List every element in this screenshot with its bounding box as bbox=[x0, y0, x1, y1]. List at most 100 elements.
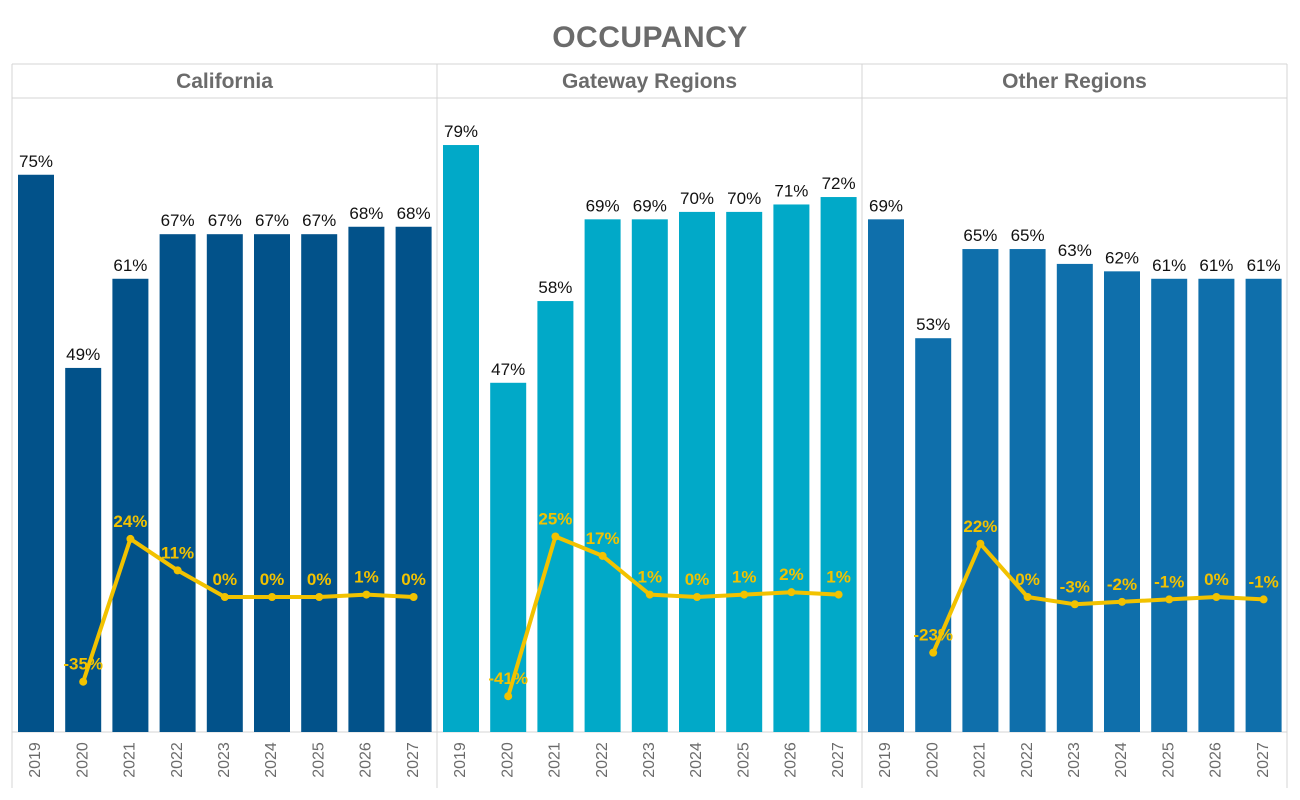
bar-value-label: 61% bbox=[113, 256, 147, 275]
bar-value-label: 63% bbox=[1058, 241, 1092, 260]
panel-title: Gateway Regions bbox=[562, 70, 737, 93]
panel-title: California bbox=[176, 70, 273, 93]
change-label: 0% bbox=[1204, 570, 1229, 589]
bar bbox=[679, 211, 715, 732]
x-tick-label: 2027 bbox=[830, 742, 847, 778]
change-point bbox=[645, 590, 654, 599]
bar bbox=[206, 234, 243, 732]
bar-value-label: 67% bbox=[255, 211, 289, 230]
x-tick-label: 2025 bbox=[735, 742, 752, 778]
change-point bbox=[268, 593, 276, 601]
x-tick-label: 2019 bbox=[877, 742, 894, 778]
bar-value-label: 65% bbox=[963, 226, 997, 245]
x-tick-label: 2019 bbox=[452, 742, 469, 778]
change-point bbox=[693, 593, 701, 601]
change-point bbox=[598, 551, 607, 560]
change-point bbox=[315, 593, 324, 601]
change-label: -23% bbox=[913, 626, 953, 645]
change-label: 25% bbox=[538, 510, 572, 529]
bar-value-label: 75% bbox=[19, 152, 53, 171]
change-label: 1% bbox=[638, 568, 663, 587]
change-label: 0% bbox=[1015, 570, 1040, 589]
x-tick-label: 2021 bbox=[122, 742, 139, 778]
change-point bbox=[504, 692, 513, 701]
x-tick-label: 2026 bbox=[783, 742, 800, 778]
change-line bbox=[931, 541, 1264, 654]
bar-value-label: 62% bbox=[1105, 248, 1139, 267]
change-line bbox=[506, 534, 839, 697]
bar-value-label: 58% bbox=[538, 278, 572, 297]
x-tick-label: 2023 bbox=[216, 742, 233, 778]
change-point bbox=[976, 539, 985, 548]
change-point bbox=[126, 534, 135, 543]
bar-value-label: 69% bbox=[586, 196, 620, 215]
x-tick-label: 2027 bbox=[1255, 742, 1272, 778]
x-tick-label: 2024 bbox=[263, 742, 280, 778]
change-label: -3% bbox=[1060, 577, 1090, 596]
bar bbox=[820, 197, 857, 733]
x-tick-label: 2025 bbox=[1160, 742, 1177, 778]
bar bbox=[1151, 278, 1188, 732]
bar-value-label: 67% bbox=[161, 211, 195, 230]
change-label: 0% bbox=[307, 570, 332, 589]
bar-value-label: 67% bbox=[302, 211, 336, 230]
bar bbox=[1245, 278, 1282, 732]
change-label: 17% bbox=[586, 529, 620, 548]
chart-body: California 75% 2019 49% 2020 61% 2021 67% 2022 67… bbox=[11, 63, 1288, 788]
x-tick-label: 2019 bbox=[27, 742, 44, 778]
bar-value-label: 61% bbox=[1152, 256, 1186, 275]
change-point bbox=[929, 648, 938, 657]
change-label: 0% bbox=[213, 570, 238, 589]
change-point bbox=[551, 532, 560, 541]
change-point bbox=[1212, 593, 1221, 601]
x-tick-label: 2022 bbox=[1019, 742, 1036, 778]
change-label: -1% bbox=[1154, 572, 1184, 591]
panel-1: Gateway Regions 79% 2019 47% 2020 58% 2021 69% 2… bbox=[443, 70, 857, 778]
bar bbox=[395, 226, 432, 732]
change-point bbox=[1165, 595, 1174, 604]
change-point bbox=[834, 590, 843, 599]
bar-value-label: 68% bbox=[397, 204, 431, 223]
x-tick-label: 2020 bbox=[499, 742, 516, 778]
bar-value-label: 68% bbox=[349, 204, 383, 223]
bar-value-label: 61% bbox=[1199, 256, 1233, 275]
change-label: 1% bbox=[732, 568, 757, 587]
x-tick-label: 2024 bbox=[688, 742, 705, 778]
bar bbox=[65, 367, 102, 732]
bar bbox=[1009, 249, 1046, 733]
bar bbox=[962, 249, 999, 733]
bar bbox=[112, 278, 149, 732]
bar bbox=[301, 234, 338, 732]
change-point bbox=[362, 590, 371, 599]
bar-value-label: 70% bbox=[680, 189, 714, 208]
panel-2: Other Regions 69% 2019 53% 2020 65% 2021 65% 202… bbox=[868, 70, 1282, 778]
bar-value-label: 49% bbox=[66, 345, 100, 364]
change-label: 24% bbox=[113, 512, 147, 531]
x-tick-label: 2022 bbox=[594, 742, 611, 778]
bar-value-label: 72% bbox=[822, 174, 856, 193]
bar bbox=[159, 234, 196, 732]
change-point bbox=[409, 593, 418, 601]
chart-title: OCCUPANCY bbox=[552, 21, 748, 54]
panel-title: Other Regions bbox=[1002, 70, 1147, 93]
bar-value-label: 61% bbox=[1247, 256, 1281, 275]
change-point bbox=[1118, 597, 1126, 606]
x-tick-label: 2022 bbox=[169, 742, 186, 778]
bar bbox=[490, 382, 527, 732]
x-tick-label: 2020 bbox=[924, 742, 941, 778]
change-point bbox=[740, 590, 749, 599]
bar bbox=[1198, 278, 1235, 732]
bar bbox=[584, 219, 621, 732]
change-point bbox=[1070, 600, 1079, 609]
change-point bbox=[787, 588, 796, 597]
bar-value-label: 69% bbox=[633, 196, 667, 215]
x-tick-label: 2023 bbox=[641, 742, 658, 778]
bar-value-label: 71% bbox=[774, 181, 808, 200]
bar bbox=[773, 204, 810, 733]
change-label: -41% bbox=[488, 669, 528, 688]
bar-value-label: 67% bbox=[208, 211, 242, 230]
bar bbox=[18, 174, 54, 732]
bar bbox=[631, 219, 668, 732]
